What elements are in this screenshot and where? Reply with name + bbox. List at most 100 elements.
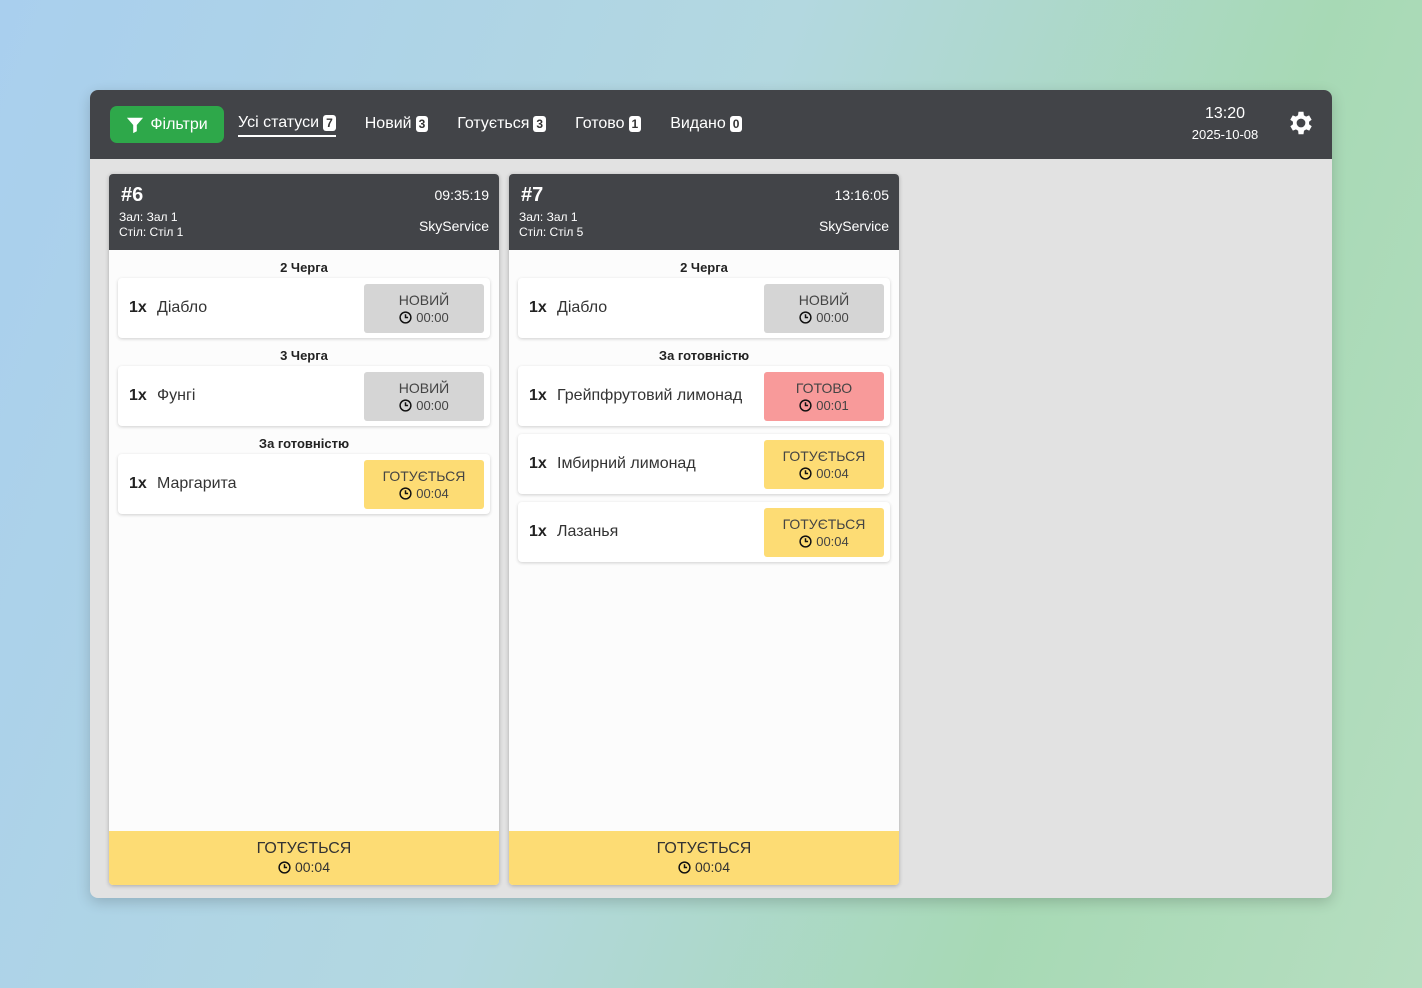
item-status-button[interactable]: НОВИЙ 00:00: [364, 284, 484, 333]
clock-date: 2025-10-08: [1191, 127, 1259, 142]
status-timer: 00:01: [816, 397, 849, 413]
group-title: За готовністю: [658, 348, 750, 363]
item-name: Грейпфрутовий лимонад: [557, 387, 743, 404]
tab-label: Готово: [575, 115, 625, 132]
item-status-button[interactable]: НОВИЙ 00:00: [764, 284, 884, 333]
item-name: Маргарита: [157, 475, 237, 492]
clock-icon: [399, 398, 412, 412]
item-qty: 1x: [529, 455, 547, 472]
funnel-icon: [127, 117, 144, 133]
tab-cooking[interactable]: Готується 3: [457, 113, 547, 136]
list-item: 1x Лазанья ГОТУЄТЬСЯ 00:04: [518, 502, 890, 562]
gear-icon[interactable]: [1286, 108, 1316, 138]
order-header: #7 13:16:05 Зал: Зал 1 Стіл: Стіл 5 SkyS…: [509, 174, 899, 250]
order-status-label: ГОТУЄТЬСЯ: [656, 840, 752, 857]
clock-icon: [799, 310, 812, 324]
status-label: НОВИЙ: [398, 291, 450, 308]
item-qty: 1x: [529, 523, 547, 540]
order-number: #6: [121, 184, 144, 206]
item-status-button[interactable]: ГОТУЄТЬСЯ 00:04: [364, 460, 484, 509]
item-name: Діабло: [157, 299, 208, 316]
item-name: Фунгі: [157, 387, 196, 404]
item-status-button[interactable]: ГОТУЄТЬСЯ 00:04: [764, 440, 884, 489]
order-card: #7 13:16:05 Зал: Зал 1 Стіл: Стіл 5 SkyS…: [509, 174, 899, 885]
item-status-button[interactable]: ГОТОВО 00:01: [764, 372, 884, 421]
tab-label: Готується: [457, 115, 530, 132]
list-item: 1x Імбирний лимонад ГОТУЄТЬСЯ 00:04: [518, 434, 890, 494]
order-number: #7: [521, 184, 544, 206]
item-status-button[interactable]: ГОТУЄТЬСЯ 00:04: [764, 508, 884, 557]
clock-icon: [399, 310, 412, 324]
status-timer: 00:04: [816, 465, 849, 481]
status-timer: 00:00: [416, 309, 449, 325]
item-qty: 1x: [129, 475, 147, 492]
tab-label: Новий: [364, 115, 412, 132]
clock-icon: [399, 486, 412, 500]
item-name: Лазанья: [557, 523, 619, 540]
tab-count-badge: 3: [533, 116, 547, 132]
clock-icon: [799, 466, 812, 480]
list-item: 1x Діабло НОВИЙ 00:00: [118, 278, 490, 338]
order-hall: Зал: Зал 1: [519, 210, 578, 224]
order-status-timer: 00:04: [694, 859, 731, 875]
order-table: Стіл: Стіл 1: [119, 225, 184, 239]
order-location: Зал: Зал 1 Стіл: Стіл 5: [519, 210, 583, 240]
status-timer: 00:04: [816, 533, 849, 549]
tab-all-statuses[interactable]: Усі статуси 7: [238, 112, 336, 137]
item-name: Діабло: [557, 299, 608, 316]
filters-button[interactable]: Фільтри: [110, 106, 224, 143]
group-title: 2 Черга: [280, 260, 328, 275]
order-header: #6 09:35:19 Зал: Зал 1 Стіл: Стіл 1 SkyS…: [109, 174, 499, 250]
tab-count-badge: 7: [323, 115, 336, 131]
order-status-label: ГОТУЄТЬСЯ: [256, 840, 352, 857]
item-qty: 1x: [129, 387, 147, 404]
order-card: #6 09:35:19 Зал: Зал 1 Стіл: Стіл 1 SkyS…: [109, 174, 499, 885]
order-time: 13:16:05: [834, 187, 890, 203]
list-item: 1x Грейпфрутовий лимонад ГОТОВО 00:01: [518, 366, 890, 426]
status-timer: 00:00: [416, 397, 449, 413]
tab-label: Усі статуси: [238, 114, 320, 131]
order-time: 09:35:19: [434, 187, 490, 203]
group-title: За готовністю: [258, 436, 350, 451]
list-item: 1x Діабло НОВИЙ 00:00: [518, 278, 890, 338]
order-source: SkyService: [818, 218, 889, 234]
filters-label: Фільтри: [150, 115, 208, 133]
order-status-button[interactable]: ГОТУЄТЬСЯ 00:04: [509, 831, 899, 885]
tab-count-badge: 0: [729, 116, 743, 132]
group-title: 2 Черга: [680, 260, 728, 275]
list-item: 1x Фунгі НОВИЙ 00:00: [118, 366, 490, 426]
order-source: SkyService: [418, 218, 489, 234]
tab-new[interactable]: Новий 3: [365, 113, 429, 136]
status-label: НОВИЙ: [798, 291, 850, 308]
top-bar: Фільтри Усі статуси 7 Новий 3 Готується …: [90, 90, 1332, 159]
order-status-timer: 00:04: [294, 859, 331, 875]
clock-icon: [799, 398, 812, 412]
clock-icon: [678, 860, 691, 874]
order-hall: Зал: Зал 1: [119, 210, 178, 224]
clock: 13:20 2025-10-08: [1180, 105, 1270, 142]
tab-count-badge: 3: [415, 116, 429, 132]
status-tabs: Усі статуси 7 Новий 3 Готується 3 Готово…: [238, 90, 771, 159]
tab-count-badge: 1: [628, 116, 642, 132]
list-item: 1x Маргарита ГОТУЄТЬСЯ 00:04: [118, 454, 490, 514]
order-table: Стіл: Стіл 5: [519, 225, 584, 239]
item-qty: 1x: [129, 299, 147, 316]
tab-ready[interactable]: Готово 1: [575, 113, 642, 136]
item-status-button[interactable]: НОВИЙ 00:00: [364, 372, 484, 421]
status-timer: 00:00: [816, 309, 849, 325]
order-location: Зал: Зал 1 Стіл: Стіл 1: [119, 210, 183, 240]
order-status-button[interactable]: ГОТУЄТЬСЯ 00:04: [109, 831, 499, 885]
status-label: ГОТУЄТЬСЯ: [382, 467, 466, 484]
status-label: ГОТУЄТЬСЯ: [782, 447, 866, 464]
status-label: ГОТОВО: [795, 379, 853, 396]
item-qty: 1x: [529, 299, 547, 316]
tab-label: Видано: [670, 115, 726, 132]
tab-served[interactable]: Видано 0: [670, 113, 743, 136]
status-timer: 00:04: [416, 485, 449, 501]
clock-time: 13:20: [1204, 105, 1246, 122]
item-qty: 1x: [529, 387, 547, 404]
group-title: 3 Черга: [280, 348, 328, 363]
item-name: Імбирний лимонад: [557, 455, 696, 472]
clock-icon: [278, 860, 291, 874]
clock-icon: [799, 534, 812, 548]
